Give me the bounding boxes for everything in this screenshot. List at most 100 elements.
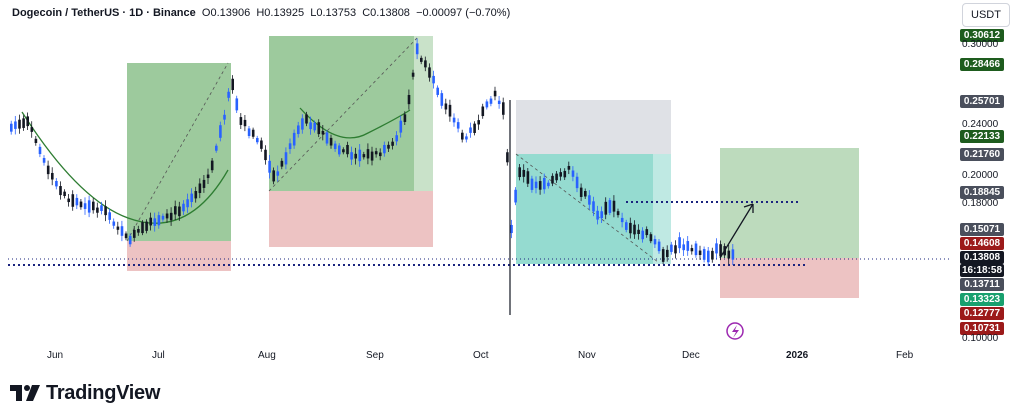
candle-body (411, 72, 415, 77)
candle-body (579, 187, 583, 197)
currency-button[interactable]: USDT (962, 3, 1010, 27)
price-chart[interactable] (8, 0, 950, 345)
candle-body (465, 136, 468, 140)
candle-body (38, 146, 42, 155)
stop-zone-jun (127, 241, 231, 271)
candle-body (604, 201, 608, 215)
candle-body (649, 234, 653, 242)
candle-body (530, 178, 534, 190)
projection-arrow-line (719, 203, 754, 259)
candle-body (133, 229, 136, 238)
symbol-title: Dogecoin / TetherUS · 1D · Binance (12, 7, 196, 19)
candle-body (264, 149, 267, 161)
candle-body (653, 239, 657, 245)
candle-body (124, 233, 128, 239)
candle-body (403, 114, 407, 122)
candle-body (493, 90, 497, 97)
candle-body (165, 213, 169, 219)
tradingview-logo[interactable]: TradingView (10, 381, 160, 405)
candle-body (514, 189, 517, 203)
candle-body (251, 129, 255, 137)
candle-body (727, 250, 731, 259)
candle-body (682, 244, 685, 251)
candle-body (661, 249, 665, 262)
candle-body (575, 176, 579, 189)
candle-body (637, 229, 640, 235)
candle-body (383, 144, 386, 154)
open-value: O0.13906 (201, 7, 251, 19)
candle-body (395, 135, 398, 142)
candle-body (313, 122, 316, 131)
candle-body (210, 160, 214, 171)
candle-body (477, 120, 480, 125)
price-tag: 0.21760 (960, 148, 1004, 161)
time-axis-label: Jul (152, 350, 165, 361)
candle-body (555, 173, 558, 181)
candle-body (407, 94, 411, 105)
candle-body (153, 218, 157, 226)
candle-body (342, 149, 345, 153)
candle-body (633, 224, 636, 235)
candle-body (284, 152, 288, 165)
candle-body (506, 152, 509, 163)
candle-body (399, 120, 403, 133)
candle-body (551, 175, 554, 184)
candle-body (149, 217, 152, 226)
candle-body (473, 123, 476, 133)
candle-body (305, 114, 308, 124)
candle-body (559, 172, 562, 177)
candle-body (543, 177, 546, 190)
candle-body (698, 250, 702, 255)
candle-body (645, 229, 649, 236)
candle-body (14, 121, 17, 129)
candle-body (137, 228, 140, 233)
candle-body (75, 197, 79, 206)
candle-body (317, 122, 321, 135)
candle-body (690, 248, 694, 252)
candle-body (194, 191, 198, 199)
candle-body (518, 167, 521, 178)
candle-body (297, 125, 300, 135)
low-value: L0.13753 (310, 7, 357, 19)
candle-body (309, 122, 312, 130)
candle-body (588, 195, 591, 205)
candle-body (18, 119, 21, 129)
tradingview-brand-text: TradingView (46, 381, 161, 404)
candle-body (321, 130, 325, 135)
price-tag: 0.28466 (960, 58, 1004, 71)
candle-body (46, 165, 50, 175)
candle-body (452, 117, 456, 123)
candle-body (424, 60, 427, 68)
candle-body (469, 127, 472, 133)
candle-body (415, 43, 419, 55)
price-tag: 0.10731 (960, 322, 1004, 335)
candle-body (502, 102, 505, 115)
candle-body (256, 137, 259, 143)
chart-area[interactable] (8, 0, 950, 345)
projection-arrow-head (743, 203, 754, 213)
candle-body (370, 151, 374, 161)
candle-body (354, 153, 357, 159)
candle-body (325, 132, 329, 144)
candle-body (538, 181, 542, 190)
candle-body (489, 98, 493, 104)
candle-body (22, 118, 25, 128)
candle-body (678, 237, 681, 249)
candle-body (329, 137, 333, 146)
candle-body (674, 245, 677, 254)
candle-body (55, 181, 58, 187)
target-zone-aug (269, 36, 433, 191)
tradingview-logo-icon (10, 385, 40, 401)
candle-body (608, 200, 612, 213)
candle-body (534, 181, 538, 189)
candle-body (563, 170, 567, 178)
lightning-icon-circle (726, 322, 744, 340)
change-value: −0.00097 (−0.70%) (416, 7, 511, 19)
candle-body (366, 149, 370, 159)
candle-body (428, 67, 431, 78)
candle-body (362, 154, 366, 158)
target-zone-aug-fade (414, 36, 433, 191)
candle-body (711, 250, 714, 260)
candle-body (547, 182, 550, 187)
candle-body (374, 151, 378, 155)
